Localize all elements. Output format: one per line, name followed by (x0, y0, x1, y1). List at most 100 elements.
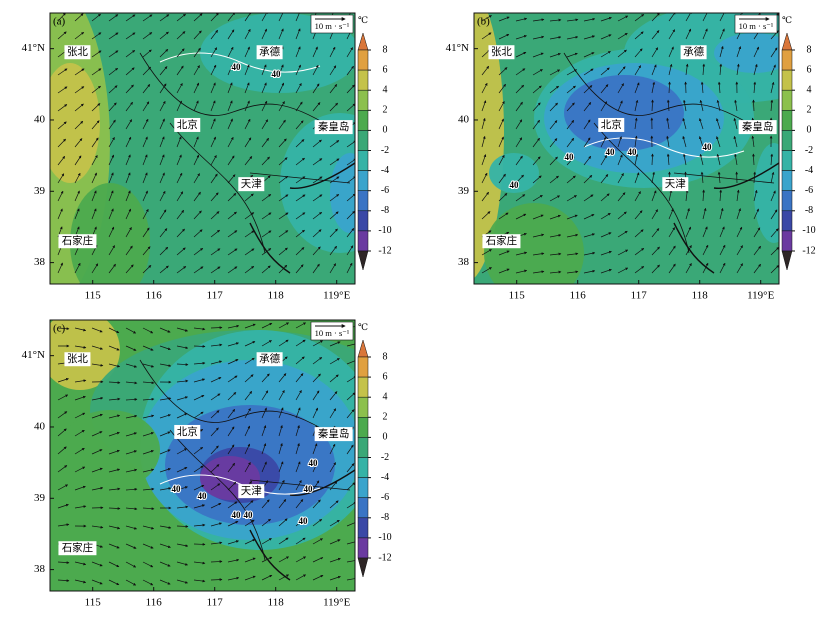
wind-vector (515, 68, 526, 76)
wind-vector (261, 82, 267, 94)
wind-vector (651, 171, 656, 184)
wind-vector (125, 525, 138, 530)
wind-vector (261, 556, 273, 563)
wind-vector (108, 507, 121, 510)
wind-vector (295, 64, 301, 76)
wind-vector (57, 190, 64, 202)
wind-vector (91, 13, 101, 22)
colorbar-tick-label: 0 (807, 125, 812, 136)
wind-vector (515, 174, 524, 184)
wind-vector (651, 209, 658, 220)
wind-vector (108, 50, 119, 58)
wind-vector (125, 245, 133, 256)
wind-vector (753, 263, 761, 274)
wind-vector (108, 85, 118, 94)
city-label-box (256, 352, 283, 367)
wind-vector (702, 13, 709, 22)
colorbar-unit: ℃ (358, 322, 368, 332)
wind-vector (617, 192, 626, 202)
wind-vector (634, 99, 639, 112)
wind-vector (600, 155, 607, 166)
wind-vector (244, 193, 254, 202)
wind-vector (498, 67, 508, 76)
wind-vector (683, 99, 687, 112)
wind-vector (91, 396, 104, 401)
city-label-box (58, 541, 97, 556)
wind-vector (702, 244, 709, 256)
wind-vector (142, 414, 155, 419)
wind-vector (481, 117, 486, 130)
wind-vector (566, 195, 577, 202)
wind-vector (566, 52, 578, 58)
wind-vector (736, 63, 740, 76)
wind-vector (125, 507, 138, 511)
wind-vector (125, 208, 131, 220)
wind-vector (244, 137, 252, 148)
wind-vector (74, 120, 84, 130)
wind-vector (142, 172, 148, 184)
wind-vector (295, 13, 301, 22)
wind-vector (193, 65, 200, 76)
wind-vector (176, 100, 182, 112)
wind-vector (549, 120, 558, 130)
wind-vector (74, 412, 86, 419)
wind-vector (651, 246, 660, 256)
city-label-box (314, 120, 353, 135)
wind-vector (549, 156, 558, 166)
wind-vector (159, 397, 172, 401)
wind-vector (346, 193, 355, 202)
wind-vector (261, 230, 272, 238)
wind-vector (515, 17, 528, 22)
colorbar-band (781, 150, 793, 171)
wind-vector (142, 525, 155, 530)
colorbar-tick-label: -6 (381, 492, 389, 503)
city-label-box (64, 352, 91, 367)
x-tick-label: 115 (85, 290, 102, 302)
wind-vector (142, 432, 154, 437)
wind-vector (125, 84, 134, 94)
wind-vector (125, 432, 137, 437)
wind-vector (600, 174, 609, 184)
wind-vector (244, 156, 253, 166)
wind-vector (227, 501, 238, 509)
wind-vector (682, 135, 687, 148)
wind-vector (176, 191, 184, 202)
wind-vector (57, 561, 70, 564)
wind-vector (532, 214, 544, 220)
city-label-box (256, 45, 283, 60)
wind-vector (617, 154, 623, 166)
wind-vector (261, 265, 271, 274)
wind-vector (634, 191, 641, 202)
wind-vector (549, 85, 560, 94)
wind-vector (566, 69, 577, 76)
wind-vector (142, 190, 148, 202)
colorbar-tick-label: -4 (381, 472, 389, 483)
wind-vector (159, 209, 167, 220)
wind-vector (108, 137, 115, 148)
wind-vector (108, 487, 121, 491)
x-tick-label: 119°E (323, 290, 350, 302)
wind-vector (583, 194, 594, 202)
wind-vector (617, 100, 623, 112)
wind-vector (719, 63, 723, 76)
wind-vector (600, 51, 611, 58)
wind-vector (583, 119, 591, 130)
wind-vector (227, 444, 235, 455)
plot-frame (473, 12, 780, 285)
wind-vector (329, 481, 338, 491)
plot-frame (49, 12, 356, 285)
wind-vector (261, 443, 267, 455)
contour-label: 40 (510, 180, 520, 190)
wind-vector (532, 119, 540, 130)
wind-vector (583, 101, 592, 112)
wind-vector (108, 345, 120, 351)
wind-vector (329, 539, 341, 545)
wind-vector (278, 461, 284, 473)
wind-vector (57, 411, 68, 419)
wind-vector (210, 211, 220, 220)
wind-vector (244, 248, 255, 256)
wind-vector (532, 270, 545, 274)
wind-vector (176, 266, 187, 274)
wind-vector (734, 153, 738, 166)
wind-vector (329, 65, 337, 76)
